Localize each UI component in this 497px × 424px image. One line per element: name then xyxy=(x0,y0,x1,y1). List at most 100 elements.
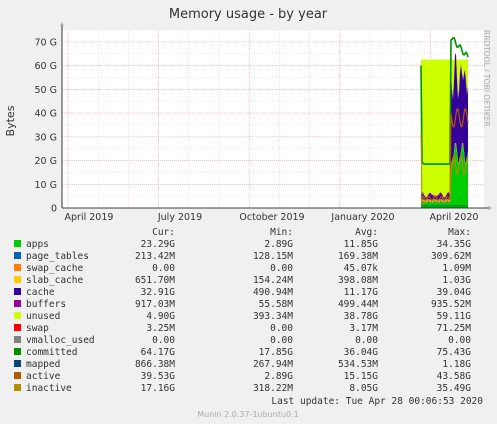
legend-max-cache: 39.04G xyxy=(437,287,472,298)
legend-name-mapped: mapped xyxy=(26,359,60,370)
legend-swatch-vmalloc_used xyxy=(14,336,21,343)
legend-max-slab_cache: 1.03G xyxy=(442,275,471,286)
y-tick-labels: 0 10 G 20 G 30 G 40 G 50 G 60 G 70 G xyxy=(35,37,57,214)
legend-min-cache: 490.94M xyxy=(253,287,293,298)
legend-name-slab_cache: slab_cache xyxy=(26,275,83,286)
legend-name-unused: unused xyxy=(26,311,60,322)
legend-min-vmalloc_used: 0.00 xyxy=(270,335,293,346)
legend-avg-inactive: 8.05G xyxy=(349,383,378,394)
legend-min-unused: 393.34M xyxy=(253,311,293,322)
legend-cur-active: 39.53G xyxy=(141,371,176,382)
legend-name-cache: cache xyxy=(26,287,55,298)
line-inactive xyxy=(420,154,469,204)
last-update: Last update: Tue Apr 28 00:06:53 2020 xyxy=(271,396,483,407)
line-inactive-spike xyxy=(420,132,424,206)
legend-min-mapped: 267.94M xyxy=(253,359,293,370)
legend-cur-vmalloc_used: 0.00 xyxy=(152,335,175,346)
area-cache xyxy=(421,55,468,202)
legend-max-swap_cache: 1.09M xyxy=(442,263,471,274)
legend-swatch-swap_cache xyxy=(14,264,21,271)
legend-min-buffers: 55.58M xyxy=(259,299,294,310)
legend-avg-buffers: 499.44M xyxy=(338,299,378,310)
legend-swatch-apps xyxy=(14,240,21,247)
legend-min-swap: 0.00 xyxy=(270,323,293,334)
legend-avg-active: 15.15G xyxy=(344,371,379,382)
legend-cur-cache: 32.91G xyxy=(141,287,176,298)
legend-min-committed: 17.85G xyxy=(259,347,294,358)
legend-avg-apps: 11.85G xyxy=(344,239,379,250)
legend-min-page_tables: 128.15M xyxy=(253,251,293,262)
legend: Cur: Min: Avg: Max: apps 23.29G 2.89G 11.85… xyxy=(14,227,471,394)
legend-max-vmalloc_used: 0.00 xyxy=(448,335,471,346)
legend-name-vmalloc_used: vmalloc_used xyxy=(26,335,95,346)
legend-cur-inactive: 17.16G xyxy=(141,383,176,394)
munin-footer: Munin 2.0.37-1ubuntu0.1 xyxy=(197,410,299,419)
legend-swatch-cache xyxy=(14,288,21,295)
legend-cur-committed: 64.17G xyxy=(141,347,176,358)
axes xyxy=(60,22,492,210)
legend-cur-unused: 4.90G xyxy=(146,311,175,322)
chart-title: Memory usage - by year xyxy=(169,7,328,22)
legend-max-inactive: 35.49G xyxy=(437,383,472,394)
y-tick-label: 60 G xyxy=(35,61,57,72)
data-areas xyxy=(420,37,469,208)
legend-name-swap_cache: swap_cache xyxy=(26,263,83,274)
legend-name-swap: swap xyxy=(26,323,49,334)
legend-cur-mapped: 866.38M xyxy=(135,359,175,370)
x-axis-arrow xyxy=(488,206,492,210)
legend-swatch-committed xyxy=(14,348,21,355)
legend-max-unused: 59.11G xyxy=(437,311,472,322)
y-axis-label: Bytes xyxy=(4,105,17,136)
legend-cur-swap: 3.25M xyxy=(146,323,175,334)
x-tick-label: October 2019 xyxy=(239,212,304,223)
legend-max-active: 43.58G xyxy=(437,371,472,382)
legend-avg-unused: 38.78G xyxy=(344,311,379,322)
y-tick-label: 50 G xyxy=(35,85,57,96)
legend-name-active: active xyxy=(26,371,61,382)
legend-avg-swap_cache: 45.07k xyxy=(344,263,379,274)
legend-avg-cache: 11.17G xyxy=(344,287,379,298)
y-tick-label: 10 G xyxy=(35,180,57,191)
plot-area xyxy=(62,30,484,208)
legend-name-apps: apps xyxy=(26,239,49,250)
legend-max-page_tables: 309.62M xyxy=(431,251,471,262)
legend-header-cur: Cur: xyxy=(152,227,175,238)
y-tick-label: 30 G xyxy=(35,132,57,143)
y-tick-label: 70 G xyxy=(35,37,57,48)
legend-cur-swap_cache: 0.00 xyxy=(152,263,175,274)
legend-swatch-page_tables xyxy=(14,252,21,259)
legend-name-page_tables: page_tables xyxy=(26,251,89,262)
legend-header-min: Min: xyxy=(270,227,293,238)
legend-avg-committed: 36.04G xyxy=(344,347,379,358)
legend-cur-apps: 23.29G xyxy=(141,239,176,250)
legend-swatch-unused xyxy=(14,312,21,319)
legend-name-committed: committed xyxy=(26,347,77,358)
grid xyxy=(62,29,484,208)
area-apps xyxy=(421,144,468,208)
legend-min-slab_cache: 154.24M xyxy=(253,275,293,286)
area-unused xyxy=(421,53,468,198)
x-tick-label: April 2019 xyxy=(65,212,114,223)
legend-swatch-buffers xyxy=(14,300,21,307)
legend-header-max: Max: xyxy=(448,227,471,238)
legend-swatch-mapped xyxy=(14,360,21,367)
legend-min-inactive: 318.22M xyxy=(253,383,293,394)
legend-min-active: 2.89G xyxy=(264,371,293,382)
legend-cur-slab_cache: 651.70M xyxy=(135,275,175,286)
legend-max-buffers: 935.52M xyxy=(431,299,471,310)
legend-max-apps: 34.35G xyxy=(437,239,472,250)
legend-swatch-active xyxy=(14,372,21,379)
legend-avg-page_tables: 169.38M xyxy=(338,251,378,262)
legend-max-swap: 71.25M xyxy=(437,323,472,334)
y-tick-label: 40 G xyxy=(35,109,57,120)
x-tick-label: April 2020 xyxy=(430,212,479,223)
legend-cur-page_tables: 213.42M xyxy=(135,251,175,262)
x-tick-label: July 2019 xyxy=(157,212,202,223)
legend-header-avg: Avg: xyxy=(355,227,378,238)
legend-min-swap_cache: 0.00 xyxy=(270,263,293,274)
legend-avg-vmalloc_used: 0.00 xyxy=(355,335,378,346)
y-tick-label: 20 G xyxy=(35,156,57,167)
legend-min-apps: 2.89G xyxy=(264,239,293,250)
